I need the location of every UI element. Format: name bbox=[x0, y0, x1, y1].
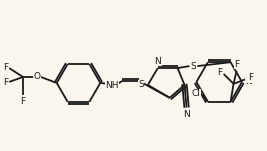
Text: N: N bbox=[183, 110, 190, 119]
Text: NH: NH bbox=[105, 81, 119, 90]
Text: F: F bbox=[248, 73, 253, 82]
Text: F: F bbox=[4, 63, 9, 72]
Text: F: F bbox=[234, 59, 239, 69]
Text: Cl: Cl bbox=[191, 89, 200, 98]
Text: F: F bbox=[4, 78, 9, 87]
Text: O: O bbox=[33, 72, 40, 82]
Text: F: F bbox=[21, 97, 26, 106]
Text: S: S bbox=[191, 62, 196, 71]
Text: N: N bbox=[154, 57, 161, 66]
Text: N: N bbox=[246, 77, 252, 86]
Text: S: S bbox=[138, 80, 144, 89]
Text: F: F bbox=[217, 68, 222, 77]
